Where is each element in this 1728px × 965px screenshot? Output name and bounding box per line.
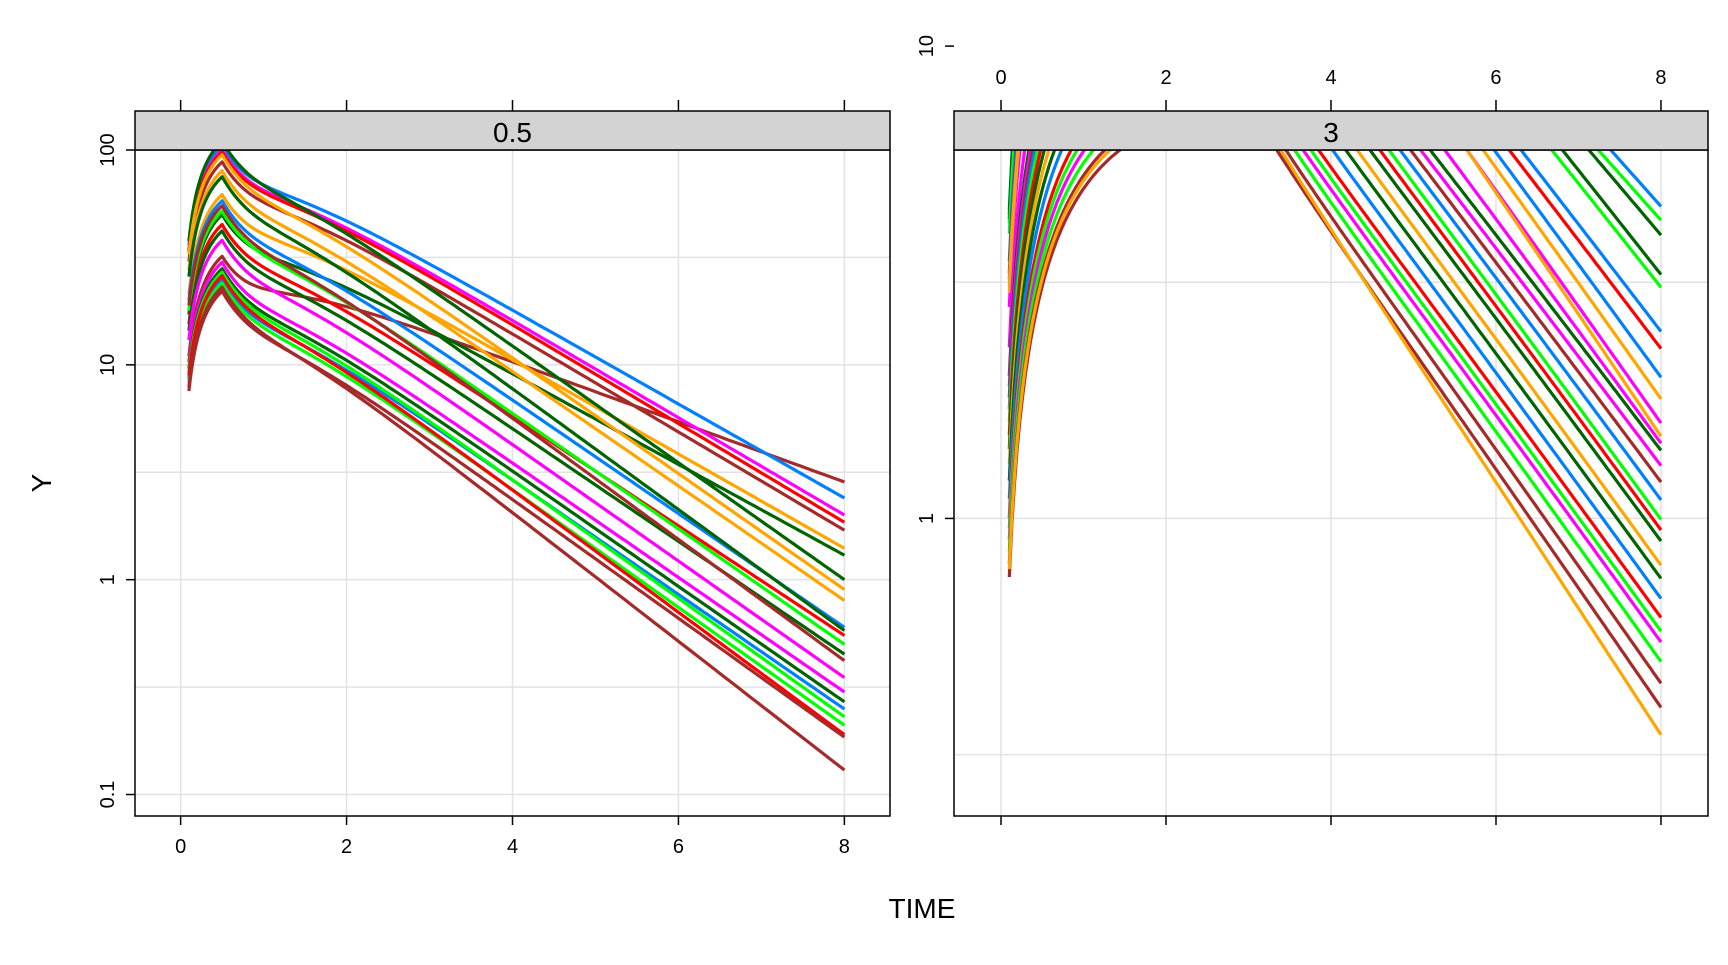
x-axis-title: TIME — [889, 893, 956, 924]
panel-grid — [954, 150, 1708, 816]
series-line-11 — [1007, 150, 1663, 438]
x-tick-label: 2 — [341, 836, 352, 858]
panel-strip-label: 0.5 — [493, 117, 532, 148]
panel-series — [1007, 150, 1663, 736]
series-line-9 — [1007, 150, 1663, 400]
x-tick-label: 2 — [1160, 67, 1171, 89]
y-tick-label: 0.1 — [97, 781, 119, 809]
panel-1: 0.5 0 2 4 6 8 0.1 1 10 100 — [97, 100, 891, 858]
series-line-12 — [1007, 150, 1663, 445]
x-tick-label: 4 — [1325, 67, 1336, 89]
series-line-21 — [1007, 150, 1663, 580]
y-tick-label: 1 — [97, 574, 119, 585]
series-line-8 — [187, 150, 846, 581]
series-line-26 — [1007, 150, 1663, 663]
x-tick-label: 4 — [507, 836, 518, 858]
series-line-27 — [1007, 150, 1663, 685]
panel-series — [187, 150, 846, 772]
series-line-22 — [1007, 150, 1663, 600]
y-tick-label: 100 — [97, 133, 119, 166]
series-line-8 — [1007, 150, 1663, 379]
panel-strip — [953, 110, 1709, 151]
series-line-23 — [1007, 150, 1663, 619]
series-line-25 — [1007, 150, 1663, 644]
series-line-18 — [1007, 150, 1663, 531]
series-line-19 — [1007, 150, 1663, 543]
series-line-19 — [187, 267, 846, 704]
y-tick-label: 1 — [916, 513, 938, 524]
panel-2: 3 0 2 4 6 8 1 10 — [916, 35, 1709, 825]
series-line-24 — [1007, 150, 1663, 633]
series-line-14 — [1007, 150, 1663, 467]
x-tick-label: 8 — [839, 836, 850, 858]
series-line-29 — [1007, 150, 1663, 736]
series-line-20 — [1007, 150, 1663, 567]
series-line-10 — [1007, 150, 1663, 424]
y-tick-label: 10 — [916, 35, 938, 57]
series-line-17 — [187, 238, 846, 679]
series-line-25 — [187, 285, 846, 772]
series-line-5 — [1007, 150, 1663, 289]
x-tick-label: 6 — [1490, 67, 1501, 89]
series-line-6 — [187, 193, 846, 550]
series-line-18 — [187, 260, 846, 694]
series-line-16 — [1007, 150, 1663, 501]
series-line-17 — [1007, 150, 1663, 521]
series-line-12 — [187, 175, 846, 632]
series-line-10 — [187, 169, 846, 602]
series-line-1 — [1007, 150, 1663, 210]
series-line-13 — [1007, 150, 1663, 452]
series-line-9 — [187, 153, 846, 591]
series-line-7 — [1007, 150, 1663, 350]
series-line-5 — [187, 160, 846, 532]
series-line-11 — [187, 199, 846, 629]
series-line-23 — [187, 274, 846, 736]
y-axis-title: Y — [26, 473, 57, 492]
series-line-15 — [1007, 150, 1663, 484]
series-line-6 — [1007, 150, 1663, 333]
y-tick-label: 10 — [97, 354, 119, 376]
x-tick-label: 8 — [1655, 67, 1666, 89]
x-tick-label: 0 — [175, 836, 186, 858]
panel-strip — [134, 110, 891, 151]
x-tick-label: 0 — [995, 67, 1006, 89]
x-tick-label: 6 — [673, 836, 684, 858]
panel-strip-label: 3 — [1323, 117, 1339, 148]
series-line-16 — [187, 204, 846, 662]
series-line-13 — [187, 222, 846, 637]
